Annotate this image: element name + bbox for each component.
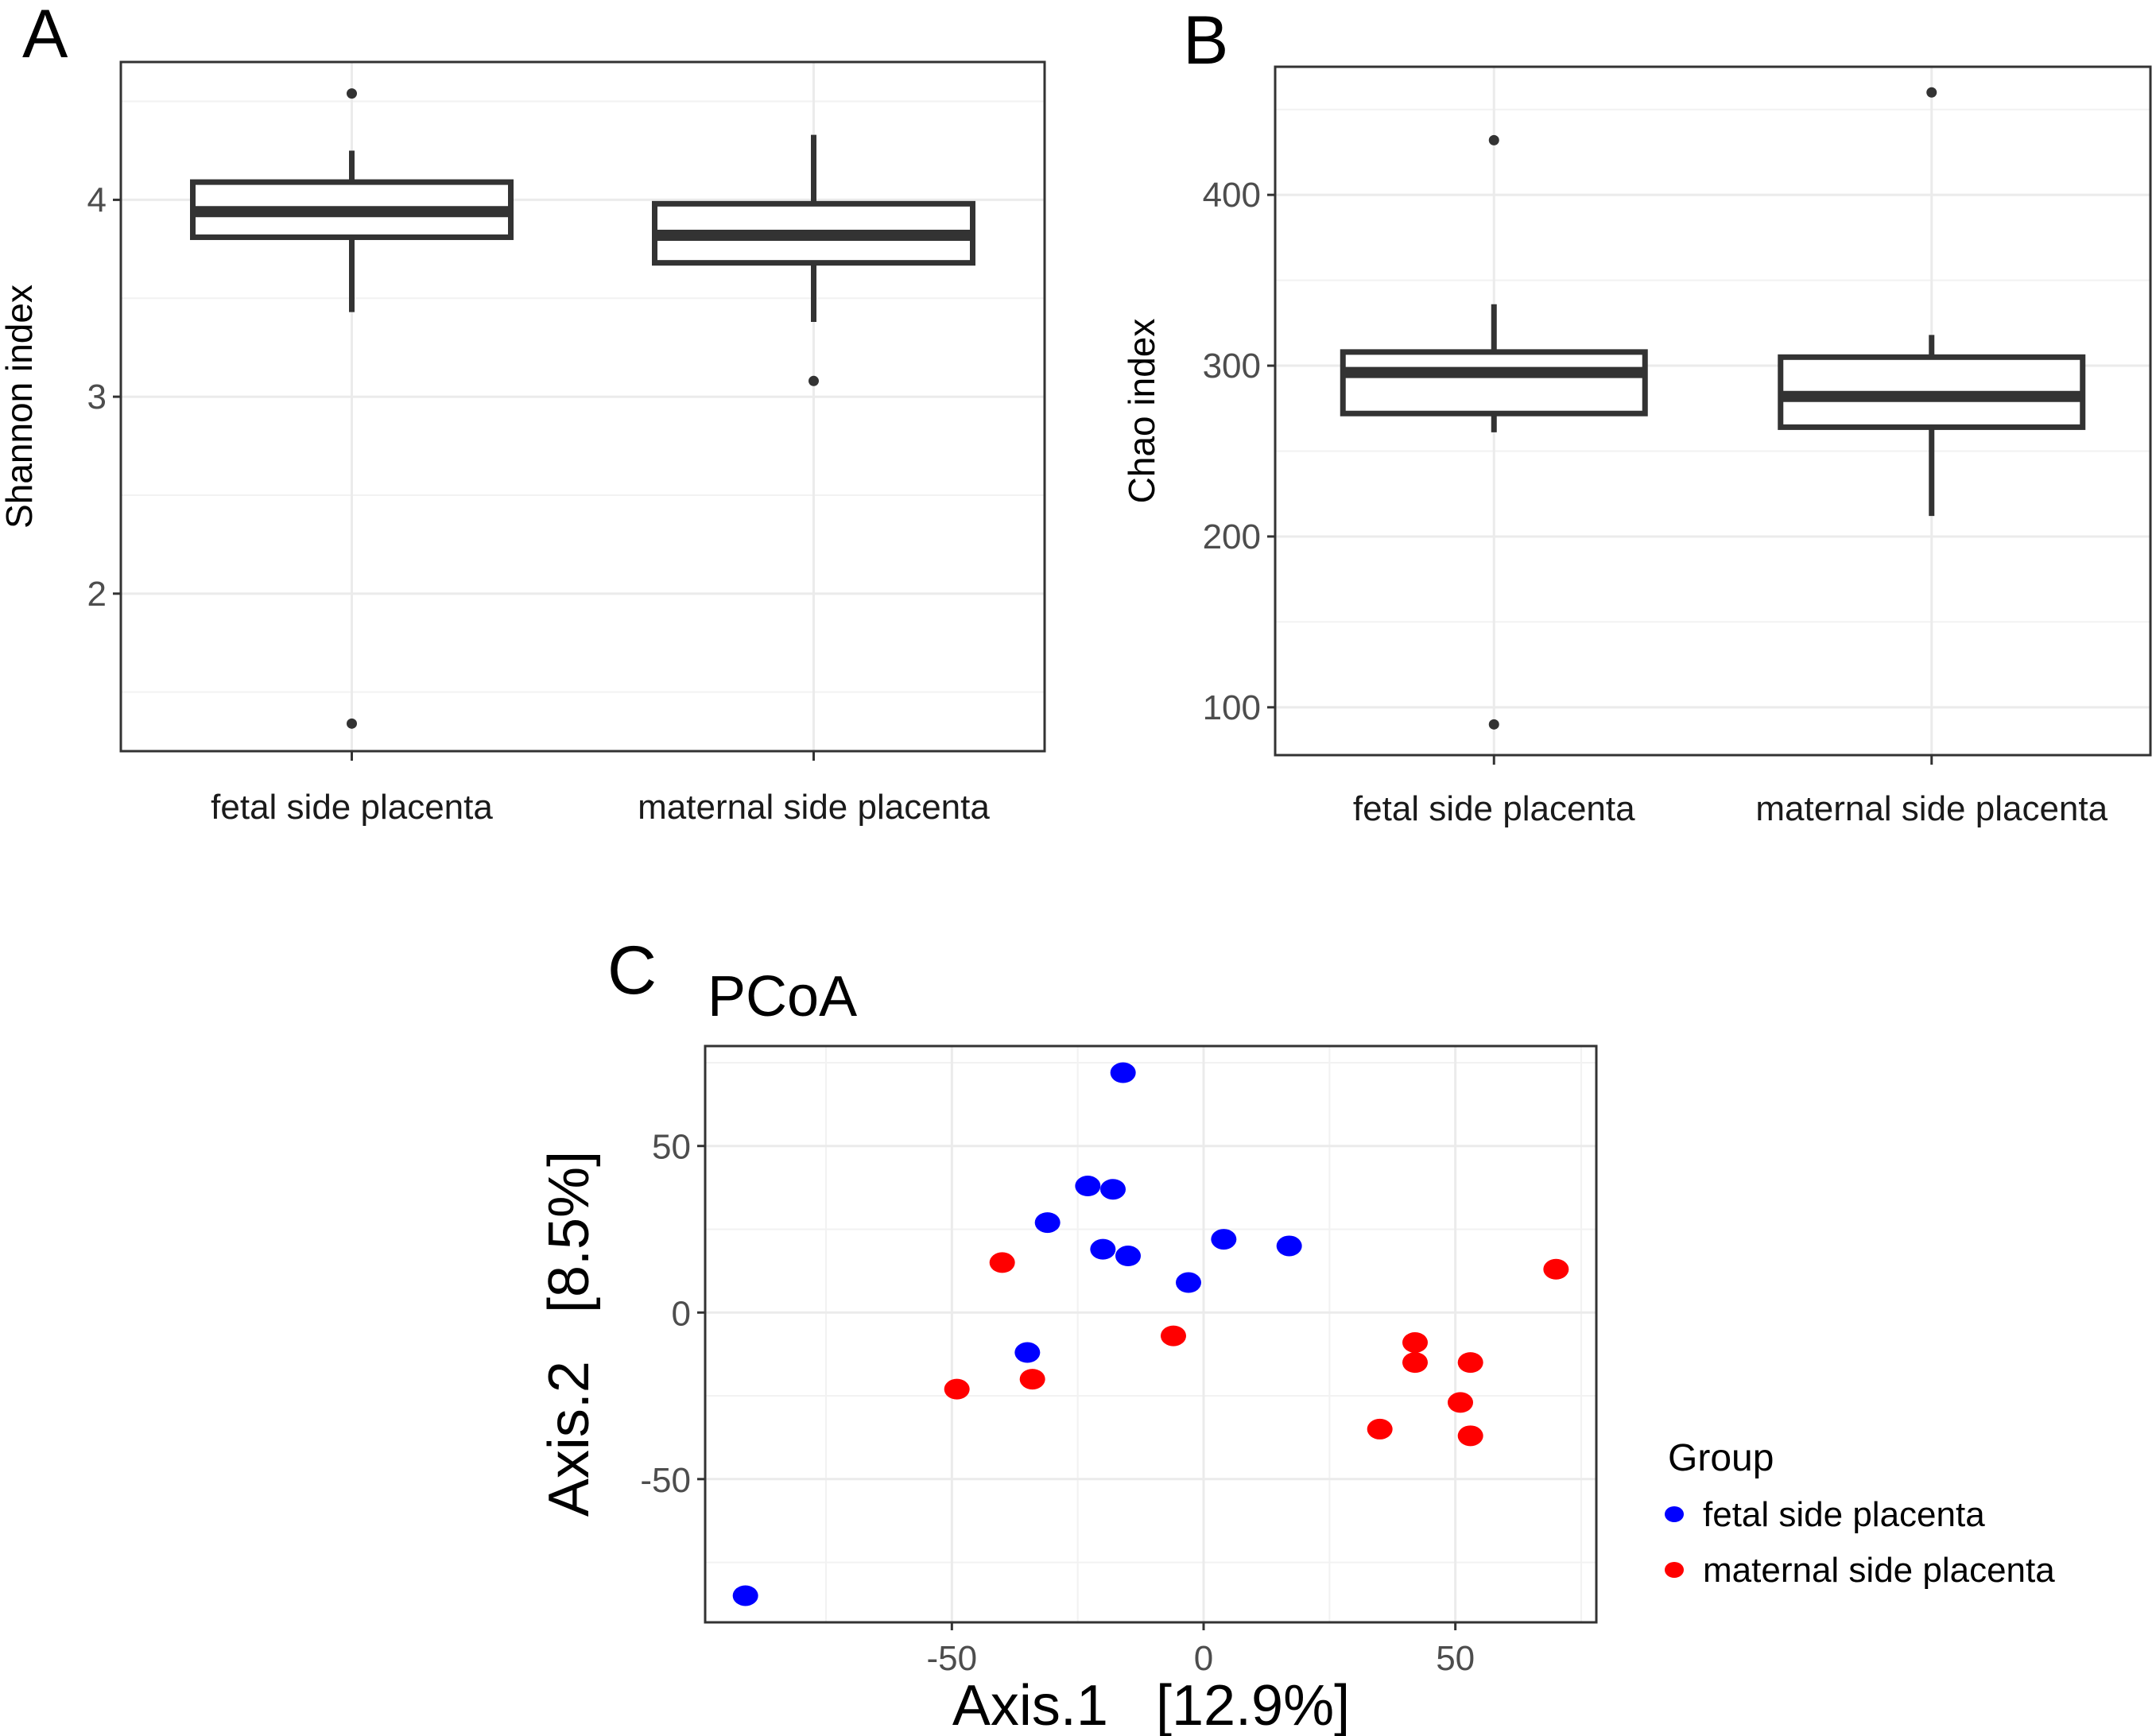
data-point (944, 1378, 970, 1400)
y-axis-label: Axis.2 [8.5%] (537, 1151, 601, 1517)
legend: Group fetal side placenta maternal side pl… (1665, 1437, 2055, 1590)
x-axis-label: Axis.1 [12.9%] (952, 1674, 1350, 1736)
x-category-label: fetal side placenta (211, 788, 493, 827)
y-tick-label: 300 (1203, 347, 1261, 386)
outlier-point (347, 718, 357, 729)
y-axis-label: Shannon index (0, 285, 40, 529)
x-tick-label: -50 (927, 1639, 978, 1678)
legend-label: maternal side placenta (1703, 1551, 2055, 1590)
legend-title: Group (1668, 1437, 1774, 1479)
data-point (1075, 1176, 1101, 1197)
legend-swatch (1665, 1506, 1684, 1522)
data-point (989, 1252, 1015, 1273)
outlier-point (1926, 87, 1937, 98)
data-point (1176, 1272, 1201, 1293)
x-tick-label: 50 (1436, 1639, 1475, 1678)
x-category-label: fetal side placenta (1353, 789, 1635, 828)
y-tick-label: 4 (87, 180, 107, 219)
panel-letter-b: B (1183, 2, 1228, 79)
data-point (1276, 1235, 1302, 1257)
data-point (1402, 1331, 1428, 1353)
x-category-label: maternal side placenta (638, 788, 990, 827)
panel-letter-c: C (607, 932, 657, 1009)
panel-border (704, 1044, 1598, 1624)
data-point (1457, 1352, 1483, 1374)
y-tick-label: 0 (672, 1294, 691, 1333)
y-tick-label: 200 (1203, 517, 1261, 556)
y-tick-label: 50 (652, 1128, 691, 1167)
data-point (1014, 1342, 1041, 1363)
data-point (1211, 1229, 1237, 1250)
data-point (1448, 1392, 1473, 1413)
panel-border (119, 60, 1046, 753)
chart-title: PCoA (708, 965, 857, 1029)
data-point (1115, 1246, 1141, 1267)
x-category-label: maternal side placenta (1755, 789, 2108, 828)
y-tick-label: 400 (1203, 176, 1261, 215)
y-tick-label: 3 (87, 378, 107, 417)
panel-letter-a: A (22, 0, 68, 72)
data-point (1457, 1425, 1483, 1447)
data-point (1090, 1238, 1116, 1260)
data-point (1367, 1418, 1393, 1440)
data-point (1543, 1258, 1569, 1280)
y-tick-label: -50 (640, 1461, 691, 1500)
data-point (1100, 1179, 1126, 1200)
box-iqr (1340, 349, 1648, 417)
y-axis-label: Chao index (1121, 319, 1162, 504)
outlier-point (347, 88, 357, 99)
outlier-point (808, 375, 819, 386)
panel-border (1274, 65, 2152, 757)
panel-b: B 100 200 300 400 fetal side placenta maternal… (1121, 2, 2152, 828)
outlier-point (1488, 719, 1499, 730)
data-point (732, 1585, 758, 1606)
y-tick-label: 2 (87, 575, 107, 614)
data-point (1110, 1062, 1136, 1083)
data-point (1402, 1352, 1428, 1374)
legend-label: fetal side placenta (1703, 1495, 1985, 1534)
outlier-point (1488, 134, 1499, 145)
panel-c: C PCoA -50 0 50 -50 0 50 Axis.1 [12.9%] Axis.2 [8… (537, 932, 2055, 1736)
data-point (1019, 1369, 1045, 1390)
data-point (1161, 1325, 1186, 1347)
legend-swatch (1665, 1562, 1684, 1578)
data-point (1034, 1212, 1061, 1234)
x-tick-label: 0 (1194, 1639, 1213, 1678)
panel-a: A 2 3 4 fetal side placenta maternal side pla… (0, 0, 1046, 827)
y-tick-label: 100 (1203, 688, 1261, 727)
